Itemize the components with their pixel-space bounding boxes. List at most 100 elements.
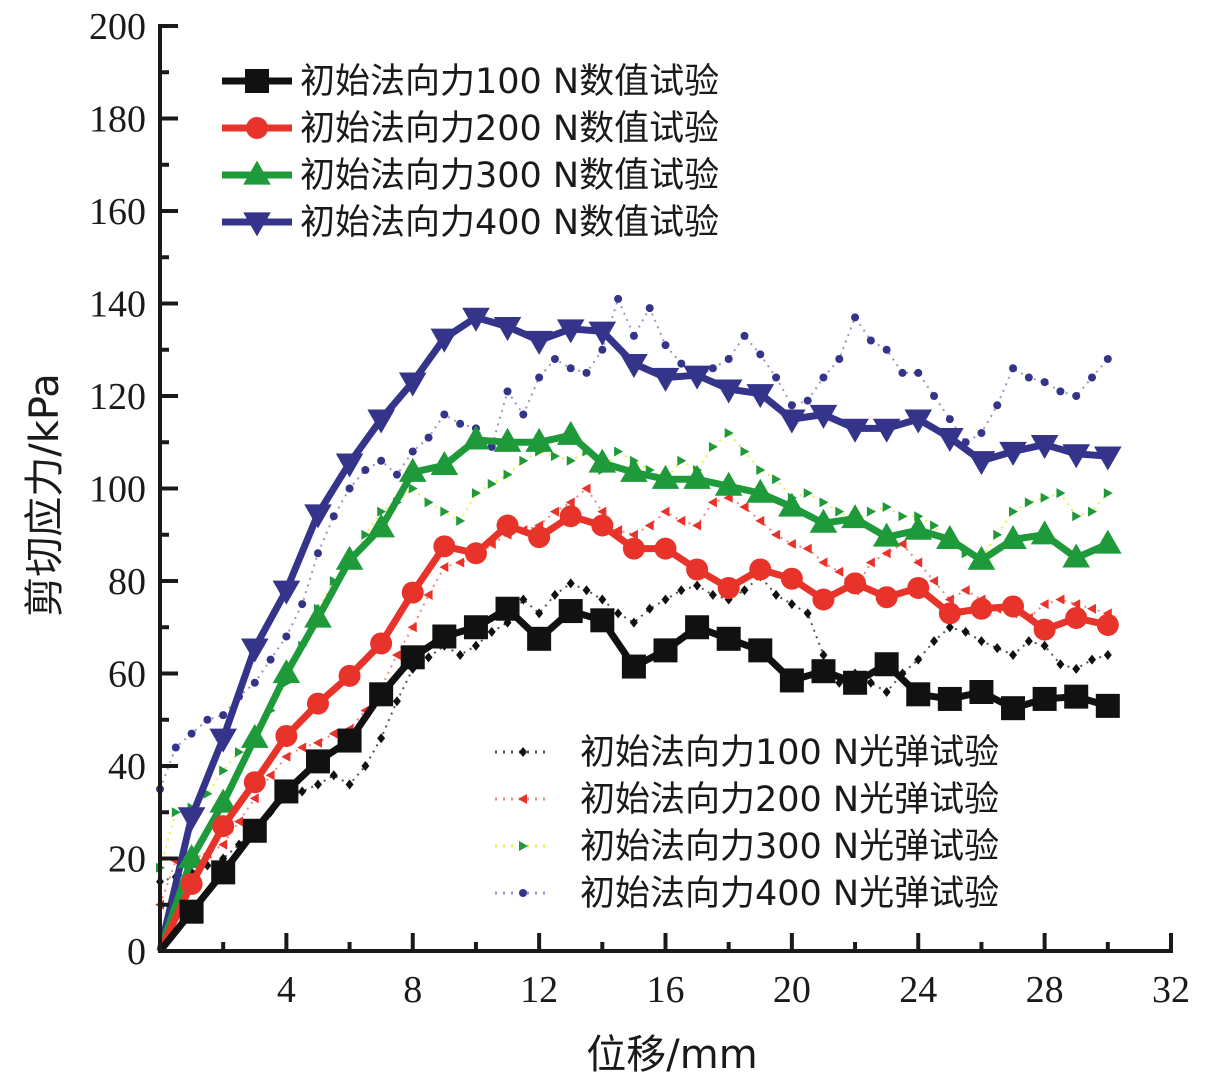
- y-tick-label: 80: [108, 561, 146, 603]
- data-point: [1072, 392, 1081, 400]
- data-point: [337, 728, 362, 753]
- data-point: [398, 457, 427, 482]
- data-point: [550, 589, 559, 600]
- data-point: [945, 415, 954, 424]
- legend-marker: [519, 747, 527, 757]
- data-point: [844, 572, 867, 595]
- data-point: [620, 354, 648, 379]
- data-point: [297, 742, 307, 753]
- data-point: [1024, 373, 1033, 382]
- data-point: [685, 615, 710, 640]
- data-point: [582, 368, 591, 377]
- data-point: [1009, 506, 1019, 517]
- data-point: [377, 456, 386, 465]
- data-point: [329, 512, 338, 521]
- data-point: [305, 749, 330, 774]
- data-point: [456, 650, 465, 660]
- data-point: [756, 350, 765, 359]
- data-point: [749, 558, 772, 581]
- data-point: [312, 737, 322, 748]
- data-point: [936, 428, 964, 453]
- data-point: [471, 640, 480, 651]
- data-point: [439, 562, 449, 573]
- data-point: [645, 304, 654, 313]
- data-point: [329, 770, 338, 781]
- data-point: [398, 372, 427, 397]
- data-point: [424, 433, 433, 442]
- series-7: [156, 428, 1113, 873]
- data-point: [1065, 607, 1088, 629]
- data-point: [944, 594, 954, 605]
- data-point: [945, 622, 954, 633]
- series-3: [156, 420, 1122, 953]
- data-point: [566, 578, 575, 589]
- data-point: [1032, 686, 1057, 711]
- data-point: [677, 455, 687, 466]
- data-point: [423, 589, 433, 600]
- data-point: [266, 655, 275, 664]
- data-point: [456, 515, 466, 526]
- data-point: [914, 368, 923, 377]
- data-point: [304, 603, 332, 628]
- data-point: [993, 643, 1002, 654]
- data-point: [430, 450, 459, 475]
- data-point: [1002, 595, 1025, 618]
- data-point: [1096, 613, 1119, 636]
- data-point: [519, 594, 528, 605]
- data-point: [433, 535, 456, 558]
- data-point: [424, 497, 434, 508]
- series-2: [156, 505, 1119, 953]
- y-axis-title: 剪切应力/kPa: [22, 373, 68, 616]
- data-point: [841, 504, 869, 529]
- data-point: [708, 364, 717, 373]
- data-point: [661, 594, 670, 605]
- data-point: [550, 355, 559, 363]
- data-point: [1088, 654, 1097, 665]
- data-point: [588, 448, 617, 473]
- data-point: [219, 765, 229, 776]
- y-tick-label: 40: [108, 746, 146, 788]
- data-point: [558, 599, 583, 624]
- data-point: [746, 478, 775, 503]
- data-point: [525, 330, 553, 355]
- data-point: [724, 355, 733, 363]
- data-point: [265, 770, 275, 781]
- data-point: [724, 428, 734, 438]
- data-point: [1030, 434, 1059, 459]
- data-point: [377, 506, 387, 517]
- x-axis-title: 位移/mm: [586, 1032, 757, 1078]
- legend-label: 初始法向力400 N数值试验: [300, 203, 719, 243]
- data-point: [462, 307, 490, 332]
- data-point: [177, 844, 206, 869]
- data-point: [392, 470, 401, 479]
- data-point: [914, 654, 923, 665]
- data-point: [882, 687, 891, 697]
- data-point: [367, 513, 395, 538]
- data-point: [281, 751, 291, 762]
- data-point: [614, 446, 624, 457]
- data-point: [335, 545, 364, 570]
- data-point: [1024, 497, 1034, 508]
- data-point: [787, 599, 796, 610]
- data-point: [345, 484, 354, 493]
- data-point: [282, 632, 291, 641]
- series-8: [156, 294, 1112, 794]
- data-point: [692, 520, 702, 531]
- data-point: [621, 654, 646, 679]
- data-point: [456, 419, 465, 428]
- legend-item: 初始法向力400 N光弹试验: [495, 874, 999, 914]
- data-point: [463, 615, 488, 640]
- data-point: [535, 373, 544, 382]
- data-point: [904, 409, 933, 434]
- data-point: [209, 728, 237, 753]
- data-point: [819, 497, 829, 508]
- data-point: [661, 341, 670, 350]
- data-point: [898, 511, 908, 522]
- data-point: [274, 779, 299, 804]
- data-point: [740, 331, 749, 340]
- data-point: [717, 576, 740, 599]
- data-point: [370, 632, 393, 655]
- legend-marker: [519, 889, 527, 897]
- data-point: [556, 319, 585, 344]
- data-point: [628, 529, 638, 540]
